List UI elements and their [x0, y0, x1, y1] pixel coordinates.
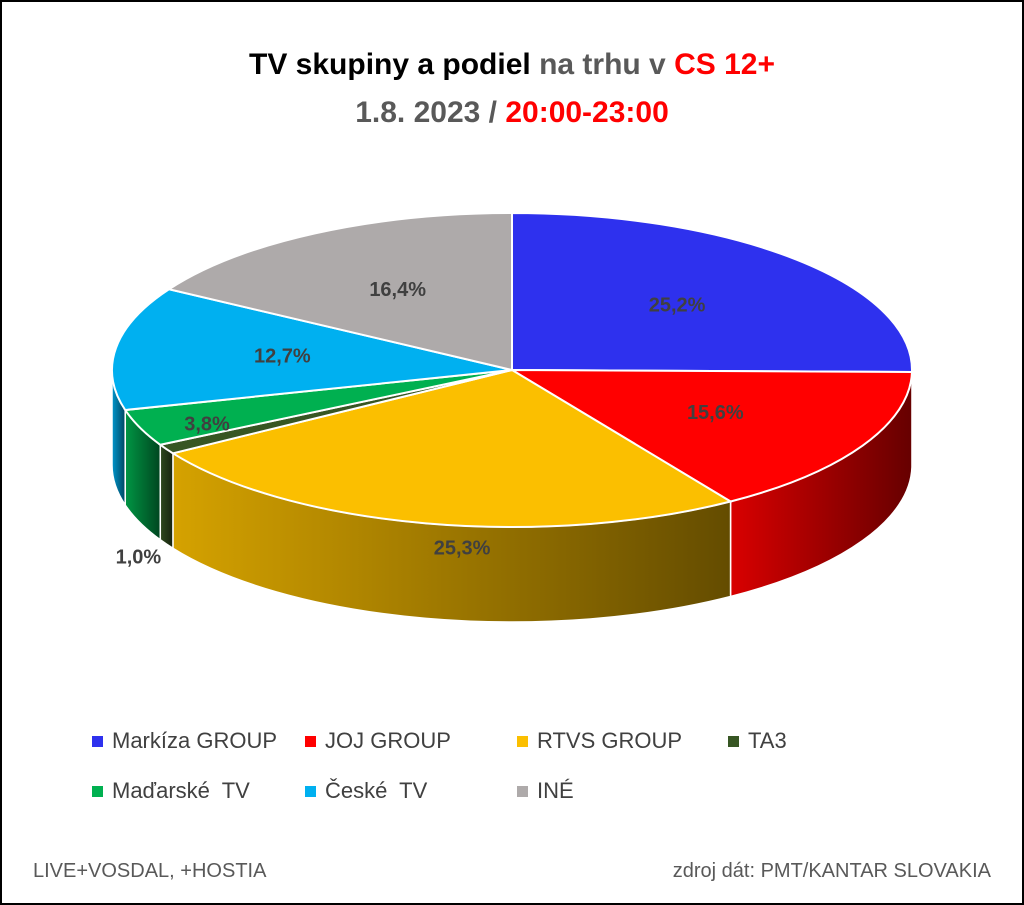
- title-part-3: CS 12+: [674, 48, 775, 81]
- pie-slice-0: [511, 211, 913, 373]
- pie-slice-1: [508, 368, 914, 503]
- title-date: 1.8. 2023 /: [355, 96, 506, 129]
- pie-slice-6: [166, 211, 513, 372]
- chart-title-line1: TV skupiny a podiel na trhu v CS 12+: [0, 48, 1024, 82]
- pie-top: [111, 211, 914, 528]
- data-label-6: 16,4%: [369, 279, 426, 301]
- data-label-3: 1,0%: [116, 546, 162, 568]
- pie-slice-5: [111, 288, 513, 412]
- pie-side-3: [159, 443, 174, 550]
- data-label-1: 15,6%: [687, 402, 744, 424]
- data-label-5: 12,7%: [254, 345, 311, 367]
- footer-note: LIVE+VOSDAL, +HOSTIA: [33, 860, 267, 882]
- data-label-4: 3,8%: [184, 414, 230, 436]
- title-part-2: na trhu v: [539, 48, 675, 81]
- chart-title-line2: 1.8. 2023 / 20:00-23:00: [0, 96, 1024, 130]
- data-label-0: 25,2%: [649, 294, 706, 316]
- pie-slice-2: [170, 368, 734, 528]
- title-time: 20:00-23:00: [505, 96, 669, 129]
- title-part-1: TV skupiny a podiel: [249, 48, 540, 81]
- pie-data-labels: 25,2% 15,6% 25,3% 1,0% 3,8% 12,7% 16,4%: [116, 279, 744, 568]
- data-label-2: 25,3%: [434, 537, 491, 559]
- footer-source: zdroj dát: PMT/KANTAR SLOVAKIA: [672, 860, 991, 882]
